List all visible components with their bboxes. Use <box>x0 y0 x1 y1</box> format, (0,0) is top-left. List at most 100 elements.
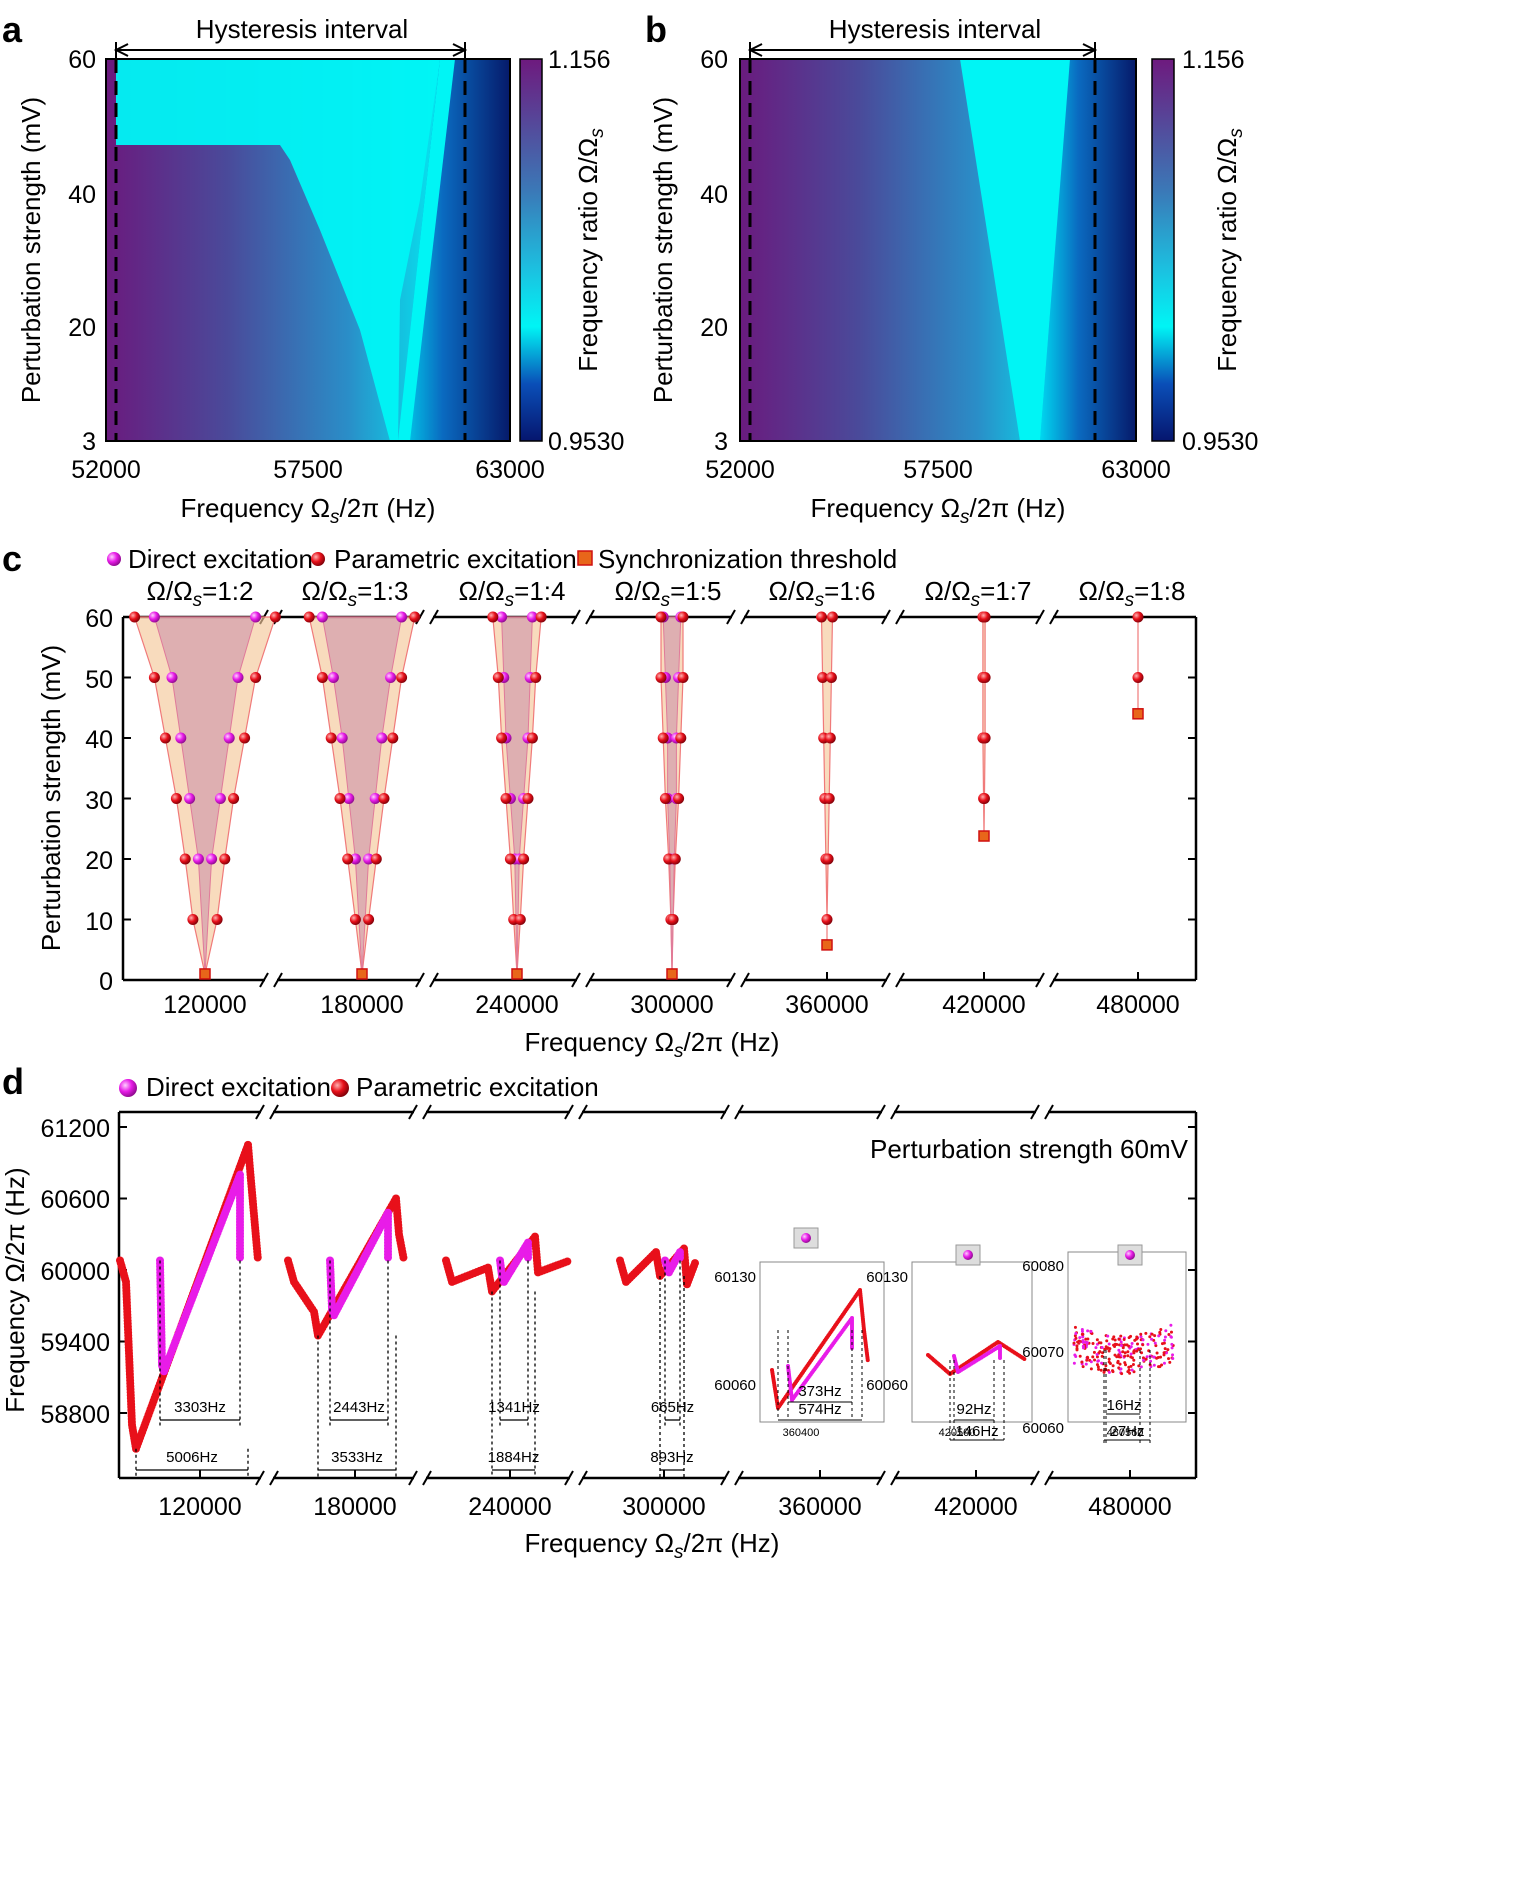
inset-noise-point <box>1127 1336 1131 1340</box>
panel-d-annotation: Perturbation strength 60mV <box>870 1134 1189 1164</box>
sync-threshold-point <box>511 968 523 980</box>
axis-break-mark <box>273 972 283 988</box>
inset-thumbnail-marker <box>801 1233 811 1243</box>
inset-noise-point <box>1124 1363 1128 1367</box>
d-xtick-420000: 420000 <box>934 1493 1017 1521</box>
direct-excitation-point <box>184 793 196 804</box>
axis-break-mark <box>564 1104 574 1120</box>
direct-excitation-point <box>166 672 178 683</box>
parametric-excitation-point <box>669 853 681 865</box>
axis-break-mark <box>255 1470 265 1486</box>
c-xtick-480000: 480000 <box>1096 991 1179 1019</box>
inset-noise-point <box>1095 1355 1099 1359</box>
c-xtick-180000: 180000 <box>320 991 403 1019</box>
inset-noise-point <box>1085 1343 1089 1347</box>
panel-c-letter: c <box>2 538 22 579</box>
parametric-excitation-point <box>677 611 689 623</box>
parametric-excitation-point <box>500 793 512 804</box>
inset-noise-point <box>1141 1343 1145 1347</box>
parametric-excitation-point <box>1132 611 1144 623</box>
c-ratio-1-5-value: =1:5 <box>670 576 721 606</box>
inset-noise-point <box>1141 1338 1145 1342</box>
inset-noise-point <box>1117 1337 1121 1341</box>
panel-a-xlabel: Frequency Ωs/2π (Hz) <box>181 493 436 528</box>
inset-y-tick: 60060 <box>1022 1420 1064 1437</box>
d-ytick-60000: 60000 <box>40 1258 110 1286</box>
axis-break-mark <box>890 1470 900 1486</box>
a-xtick-63000: 63000 <box>475 456 545 484</box>
inset-noise-point <box>1107 1342 1111 1346</box>
inset-noise-point <box>1167 1357 1171 1361</box>
axis-break-mark <box>255 1104 265 1120</box>
parametric-excitation-point <box>827 611 838 623</box>
inset-noise-point <box>1152 1363 1156 1367</box>
panel-b-xlabel: Frequency Ωs/2π (Hz) <box>811 493 1066 528</box>
parametric-excitation-point <box>675 732 687 744</box>
inset-noise-point <box>1120 1372 1124 1376</box>
direct-curve-point <box>524 1253 532 1262</box>
b-ytick-20: 20 <box>700 314 728 342</box>
inset-noise-point <box>1145 1355 1149 1359</box>
axis-break-mark <box>895 972 905 988</box>
d-xtick-240000: 240000 <box>468 1493 551 1521</box>
parametric-excitation-point <box>978 793 990 804</box>
panel-b-hysteresis-label: Hysteresis interval <box>829 14 1041 44</box>
axis-break-mark <box>740 972 750 988</box>
axis-break-mark <box>429 972 439 988</box>
direct-curve-point <box>384 1253 392 1262</box>
panel-c-axes <box>121 609 1198 988</box>
d-xtick-180000: 180000 <box>313 1493 396 1521</box>
c-ytick-60: 60 <box>85 605 113 633</box>
parametric-excitation-point <box>522 793 534 804</box>
d-xtick-120000: 120000 <box>158 1493 241 1521</box>
inset-direct-curve <box>952 1344 1002 1374</box>
inset-noise-point <box>1095 1352 1099 1356</box>
parametric-curve <box>442 1232 572 1296</box>
inset-noise-point <box>1081 1340 1085 1344</box>
inset-noise-point <box>1095 1338 1099 1342</box>
inset-noise-point <box>1118 1362 1122 1366</box>
a-colorbar-min: 0.9530 <box>548 428 624 456</box>
inset-noise-point <box>1104 1364 1108 1368</box>
direct-excitation-point <box>223 732 235 744</box>
inset-noise-point <box>1119 1344 1123 1348</box>
axis-break-mark <box>1030 1104 1040 1120</box>
inset-noise-point <box>1117 1355 1121 1359</box>
inset-y-tick: 60060 <box>866 1377 908 1394</box>
c-ratio-1-7: Ω/Ωs=1:7 <box>925 576 1032 611</box>
a-xtick-52000: 52000 <box>71 456 141 484</box>
inset-noise-point <box>1085 1355 1089 1359</box>
axis-break-mark <box>876 1104 886 1120</box>
inset-noise-point <box>1111 1337 1115 1341</box>
direct-excitation-point <box>250 611 262 623</box>
parametric-curve-point <box>253 1253 262 1262</box>
direct-width-label: 2443Hz <box>333 1399 385 1416</box>
parametric-excitation-point <box>325 732 337 744</box>
parametric-excitation-point <box>363 914 375 925</box>
direct-excitation-point <box>369 793 381 804</box>
c-ratio-1-5: Ω/Ωs=1:5 <box>615 576 722 611</box>
inset-noise-cloud <box>1072 1323 1175 1376</box>
param-width-label: 1884Hz <box>488 1449 540 1466</box>
inset-noise-point <box>1129 1364 1133 1368</box>
direct-excitation-point <box>349 853 361 865</box>
inset-y-tick: 60080 <box>1022 1258 1064 1275</box>
legend-param-text: Parametric excitation <box>334 544 577 574</box>
parametric-excitation-point <box>159 732 171 744</box>
panel-a-ylabel: Perturbation strength (mV) <box>16 97 46 403</box>
legend-sync-text: Synchronization threshold <box>598 544 897 574</box>
a-ytick-20: 20 <box>68 314 96 342</box>
inset-noise-point <box>1103 1347 1107 1351</box>
c-ratio-1-8: Ω/Ωs=1:8 <box>1079 576 1186 611</box>
parametric-excitation-point <box>496 732 508 744</box>
inset-direct-width: 16Hz <box>1106 1397 1141 1414</box>
axis-break-mark <box>429 609 439 625</box>
inset-noise-point <box>1169 1323 1173 1327</box>
inset-noise-point <box>1132 1351 1136 1355</box>
direct-excitation-point <box>175 732 187 744</box>
axis-break-mark <box>1030 1470 1040 1486</box>
axis-break-mark <box>415 972 425 988</box>
inset-noise-point <box>1163 1335 1167 1339</box>
parametric-excitation-point <box>349 914 361 925</box>
